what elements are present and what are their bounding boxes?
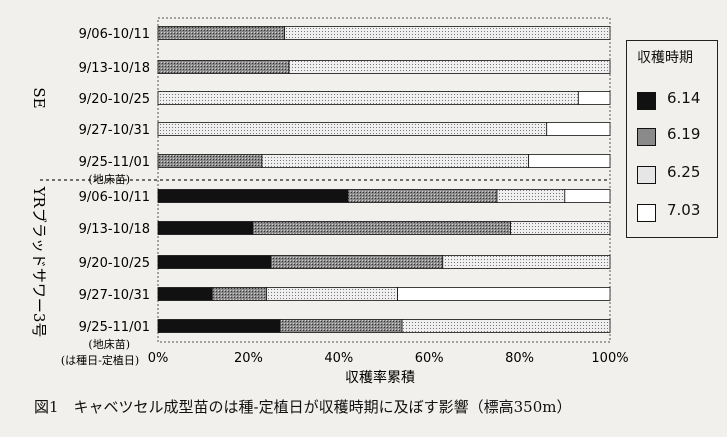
x-tick-label: 100% [591,351,628,366]
x-tick-label: 0% [148,351,169,366]
legend-swatch-3 [637,166,656,184]
bar-segment-1-3-3 [157,91,579,105]
category-label: 9/20-10/25 [79,256,150,271]
legend-item-3: 6.25 [637,163,717,185]
legend-label-4: 7.03 [667,201,701,219]
figure-caption: 図1 キャベツセル成型苗のは種-定植日が収穫時期に及ぼす影響（標高350m） [34,398,572,416]
bar-segment-1-1-2 [157,26,285,40]
bar-segment-2-5-3 [401,319,611,333]
bar-segment-1-2-3 [288,60,611,74]
bar-segment-2-2-2 [252,221,511,235]
legend: 収穫時期 6.14 6.19 6.25 7.03 [626,40,718,238]
legend-title: 収穫時期 [637,50,693,66]
category-label: 9/13-10/18 [79,61,150,76]
category-label: 9/27-10/31 [79,288,150,303]
bar-segment-1-5-2 [157,154,263,168]
group-label: SE [30,87,48,108]
bar-segment-2-5-2 [279,319,403,333]
legend-item-1: 6.14 [637,89,717,111]
category-sublabel: (地床苗) [88,337,130,351]
bar-segment-1-4-4 [546,122,611,136]
bar-segment-1-5-4 [528,154,611,168]
bar-segment-2-3-1 [157,255,272,269]
legend-swatch-4 [637,204,656,222]
category-label: 9/27-10/31 [79,123,150,138]
plot-frame [157,17,611,343]
legend-swatch-1 [637,92,656,110]
bar-segment-2-1-3 [496,189,566,203]
bar-segment-1-3-4 [577,91,611,105]
bar-segment-2-1-1 [157,189,349,203]
bar-segment-2-1-4 [564,189,611,203]
category-label: 9/25-11/01 [79,155,150,170]
legend-item-4: 7.03 [637,201,717,223]
bar-segment-1-4-3 [157,122,548,136]
x-tick-label: 80% [505,351,534,366]
bar-segment-2-4-2 [211,287,267,301]
bar-segment-2-4-3 [266,287,398,301]
category-label: 9/13-10/18 [79,222,150,237]
bar-segment-1-2-2 [157,60,290,74]
x-tick-label: 20% [234,351,263,366]
legend-label-2: 6.19 [667,125,701,143]
bar-segment-2-4-4 [397,287,611,301]
bar-segment-1-1-3 [284,26,611,40]
x-tick-label: 60% [415,351,444,366]
category-label: 9/06-10/11 [79,27,150,42]
axis-footnote: (は種日-定植日) [61,353,139,367]
legend-item-2: 6.19 [637,125,717,147]
bar-segment-1-5-3 [261,154,530,168]
bar-segment-2-3-3 [442,255,611,269]
category-label: 9/06-10/11 [79,190,150,205]
bar-segment-2-2-1 [157,221,254,235]
legend-label-3: 6.25 [667,163,701,181]
legend-swatch-2 [637,128,656,146]
category-label: 9/25-11/01 [79,320,150,335]
bar-segment-2-4-1 [157,287,213,301]
bar-segment-2-2-3 [510,221,611,235]
category-sublabel: (地床苗) [88,172,130,186]
category-label: 9/20-10/25 [79,92,150,107]
x-axis-label: 収穫率累積 [345,369,415,386]
x-tick-label: 40% [324,351,353,366]
group-label: YRブラッドサワー3号 [30,186,48,338]
bar-segment-2-1-2 [347,189,498,203]
bar-segment-2-3-2 [270,255,444,269]
bar-segment-2-5-1 [157,319,281,333]
legend-label-1: 6.14 [667,89,701,107]
